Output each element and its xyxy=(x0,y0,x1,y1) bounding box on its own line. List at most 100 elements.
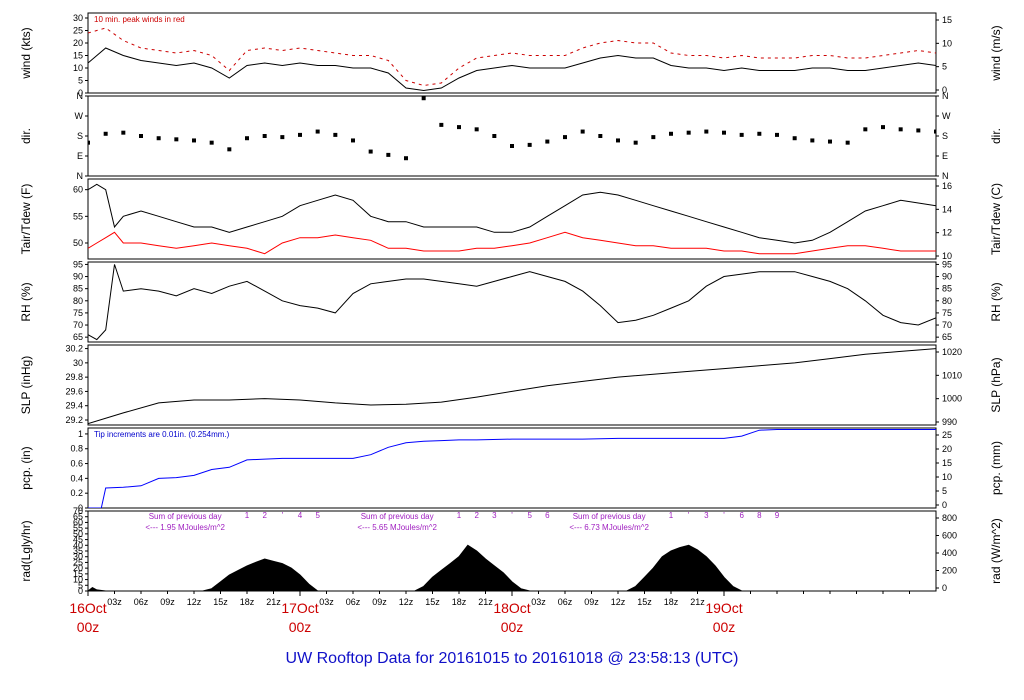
y-tick-label: 85 xyxy=(73,284,83,294)
y-tick-label: 45 xyxy=(73,535,83,545)
y-tick-right-label: 15 xyxy=(942,15,952,25)
y-tick-right-label: 0 xyxy=(942,500,947,510)
hour-marker: ' xyxy=(282,511,284,520)
hour-marker: ' xyxy=(723,511,725,520)
y-tick-label: 29.2 xyxy=(65,415,83,425)
dir-point xyxy=(704,129,709,134)
day-note-sub: <--- 6.73 MJoules/m^2 xyxy=(569,523,649,532)
dir-point xyxy=(174,137,179,142)
dir-point xyxy=(739,132,744,137)
y-tick-right-label: 5 xyxy=(942,486,947,496)
x-day-label: 16Oct xyxy=(69,600,106,616)
x-tick-label: 03z xyxy=(107,597,122,607)
pcp-line xyxy=(88,429,936,508)
y-axis-label-right: SLP (hPa) xyxy=(989,357,1003,412)
y-tick-right-label: 70 xyxy=(942,320,952,330)
dir-point xyxy=(898,127,903,132)
y-tick-label: 30 xyxy=(73,552,83,562)
x-tick-label: 18z xyxy=(664,597,679,607)
panel-frame-slp xyxy=(87,344,937,426)
x-day-label: 18Oct xyxy=(493,600,530,616)
y-axis-label-right: dir. xyxy=(989,128,1003,144)
dir-point xyxy=(227,147,232,152)
y-tick-label: 0.2 xyxy=(70,488,83,498)
wind-line xyxy=(88,47,936,92)
dir-point xyxy=(510,144,514,148)
dir-point xyxy=(121,130,126,135)
day-note: Sum of previous day xyxy=(573,512,646,521)
panel-frame-pcp xyxy=(87,427,937,509)
y-tick-label: 29.6 xyxy=(65,386,83,396)
dir-point xyxy=(669,131,673,136)
hour-marker: 6 xyxy=(545,511,550,520)
y-tick-label: 0 xyxy=(78,503,83,513)
dir-point xyxy=(828,139,832,144)
dir-point xyxy=(298,132,302,137)
dir-point xyxy=(351,138,355,143)
y-tick-right-label: 0 xyxy=(942,85,947,95)
y-tick-label: 90 xyxy=(73,272,83,282)
day-note: Sum of previous day xyxy=(361,512,434,521)
y-tick-label: 35 xyxy=(73,546,83,556)
dir-point xyxy=(845,140,850,145)
dir-point xyxy=(457,125,461,130)
y-tick-label: 65 xyxy=(73,512,83,522)
dir-point xyxy=(616,138,620,143)
hour-marker: 6 xyxy=(739,511,744,520)
hour-marker: 2 xyxy=(474,511,479,520)
day-note-sub: <--- 5.65 MJoules/m^2 xyxy=(357,523,437,532)
y-axis-label-right: rad (W/m^2) xyxy=(989,518,1003,584)
dir-point xyxy=(633,140,638,145)
panel-annotation: 10 min. peak winds in red xyxy=(94,15,185,24)
y-tick-label: 50 xyxy=(73,529,83,539)
y-tick-right-label: 990 xyxy=(942,417,957,427)
dir-point xyxy=(315,129,320,134)
panel-frame-rh xyxy=(87,261,937,343)
x-day-time: 00z xyxy=(289,619,312,635)
dir-point xyxy=(156,136,161,141)
dir-point xyxy=(209,140,214,145)
y-tick-label: 15 xyxy=(73,569,83,579)
radiation-area xyxy=(88,544,936,591)
dir-point xyxy=(88,140,90,145)
y-tick-right-label: 10 xyxy=(942,38,952,48)
dir-point xyxy=(934,129,936,134)
y-axis-label-right: wind (m/s) xyxy=(989,25,1003,81)
x-day-time: 00z xyxy=(77,619,100,635)
dir-point xyxy=(404,156,408,161)
y-tick-label: 25 xyxy=(73,26,83,36)
x-day-time: 00z xyxy=(713,619,736,635)
y-tick-right-label: 400 xyxy=(942,548,957,558)
dir-point xyxy=(103,131,108,136)
y-axis-label-right: pcp. (mm) xyxy=(989,441,1003,495)
y-tick-right-label: 90 xyxy=(942,272,952,282)
day-note-sub: <--- 1.95 MJoules/m^2 xyxy=(145,523,225,532)
y-tick-label: 0 xyxy=(78,88,83,98)
hour-marker: 8 xyxy=(757,511,762,520)
y-axis-label-right: Tair/Tdew (C) xyxy=(989,183,1003,255)
hour-marker: ' xyxy=(511,511,513,520)
dir-point xyxy=(863,127,868,132)
dir-point xyxy=(245,136,249,141)
y-axis-label: pcp. (in) xyxy=(19,446,33,489)
x-tick-label: 12z xyxy=(611,597,626,607)
y-tick-right-label: N xyxy=(942,171,949,181)
y-axis-label: RH (%) xyxy=(19,282,33,321)
y-tick-label: E xyxy=(77,151,83,161)
x-tick-label: 06z xyxy=(558,597,573,607)
dir-point xyxy=(527,142,532,147)
y-tick-label: 80 xyxy=(73,296,83,306)
dir-point xyxy=(916,128,921,133)
x-tick-label: 18z xyxy=(452,597,467,607)
x-tick-label: 21z xyxy=(266,597,281,607)
y-axis-label: rad(Lgly/hr) xyxy=(19,520,33,581)
y-tick-right-label: 95 xyxy=(942,259,952,269)
y-tick-right-label: E xyxy=(942,151,948,161)
y-tick-right-label: 800 xyxy=(942,513,957,523)
y-tick-label: S xyxy=(77,131,83,141)
y-tick-label: 50 xyxy=(73,238,83,248)
dir-point xyxy=(580,129,585,134)
x-tick-label: 03z xyxy=(319,597,334,607)
peak-line xyxy=(88,27,936,87)
